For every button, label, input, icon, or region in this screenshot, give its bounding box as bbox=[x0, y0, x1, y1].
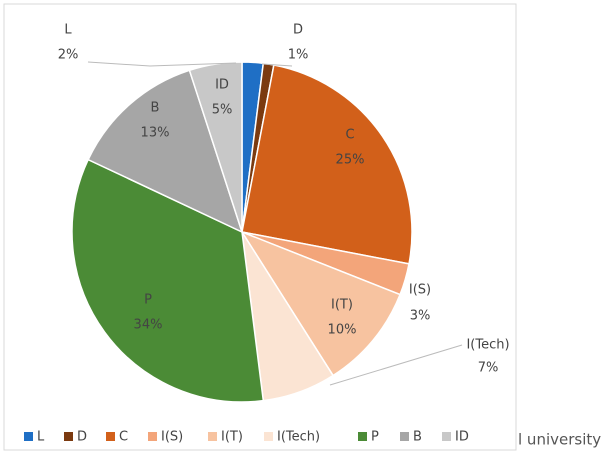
slice-label: I(S) bbox=[409, 283, 431, 298]
legend-swatch bbox=[64, 432, 73, 441]
leader-line bbox=[261, 63, 293, 67]
pie-slice bbox=[241, 64, 413, 265]
slice-label: I(Tech) bbox=[466, 338, 509, 353]
legend-label: L bbox=[37, 430, 45, 445]
slice-value-label: 7% bbox=[478, 361, 499, 376]
leader-line bbox=[329, 344, 463, 386]
legend-label: C bbox=[119, 430, 128, 445]
pie-slice bbox=[240, 230, 402, 377]
legend-label: I(T) bbox=[221, 430, 243, 445]
legend-swatch bbox=[208, 432, 217, 441]
slice-label: B bbox=[151, 101, 160, 116]
legend-label: D bbox=[77, 430, 87, 445]
slice-value-label: 3% bbox=[410, 309, 431, 324]
slice-label: C bbox=[345, 128, 354, 143]
slice-value-label: 34% bbox=[134, 318, 163, 333]
legend-label: ID bbox=[455, 430, 469, 445]
legend-swatch bbox=[264, 432, 273, 441]
legend-label: B bbox=[413, 430, 422, 445]
legend-label: P bbox=[371, 430, 379, 445]
slice-value-label: 5% bbox=[212, 103, 233, 118]
slice-label: L bbox=[64, 23, 72, 38]
slice-label: I(T) bbox=[331, 298, 353, 313]
legend-label: I(Tech) bbox=[277, 430, 320, 445]
legend-swatch bbox=[106, 432, 115, 441]
slice-value-label: 13% bbox=[141, 126, 170, 141]
slice-label: D bbox=[293, 23, 303, 38]
slice-value-label: 25% bbox=[336, 153, 365, 168]
leader-line bbox=[87, 61, 237, 67]
slice-label: P bbox=[144, 293, 152, 308]
legend-swatch bbox=[24, 432, 33, 441]
slice-value-label: 10% bbox=[328, 323, 357, 338]
legend-swatch bbox=[148, 432, 157, 441]
legend-swatch bbox=[442, 432, 451, 441]
legend-swatch bbox=[358, 432, 367, 441]
caption-fragment: l university bbox=[518, 431, 601, 449]
slice-value-label: 2% bbox=[58, 48, 79, 63]
slice-value-label: 1% bbox=[288, 48, 309, 63]
pie-slice bbox=[87, 69, 244, 234]
legend-label: I(S) bbox=[161, 430, 183, 445]
legend-swatch bbox=[400, 432, 409, 441]
slice-label: ID bbox=[215, 78, 229, 93]
